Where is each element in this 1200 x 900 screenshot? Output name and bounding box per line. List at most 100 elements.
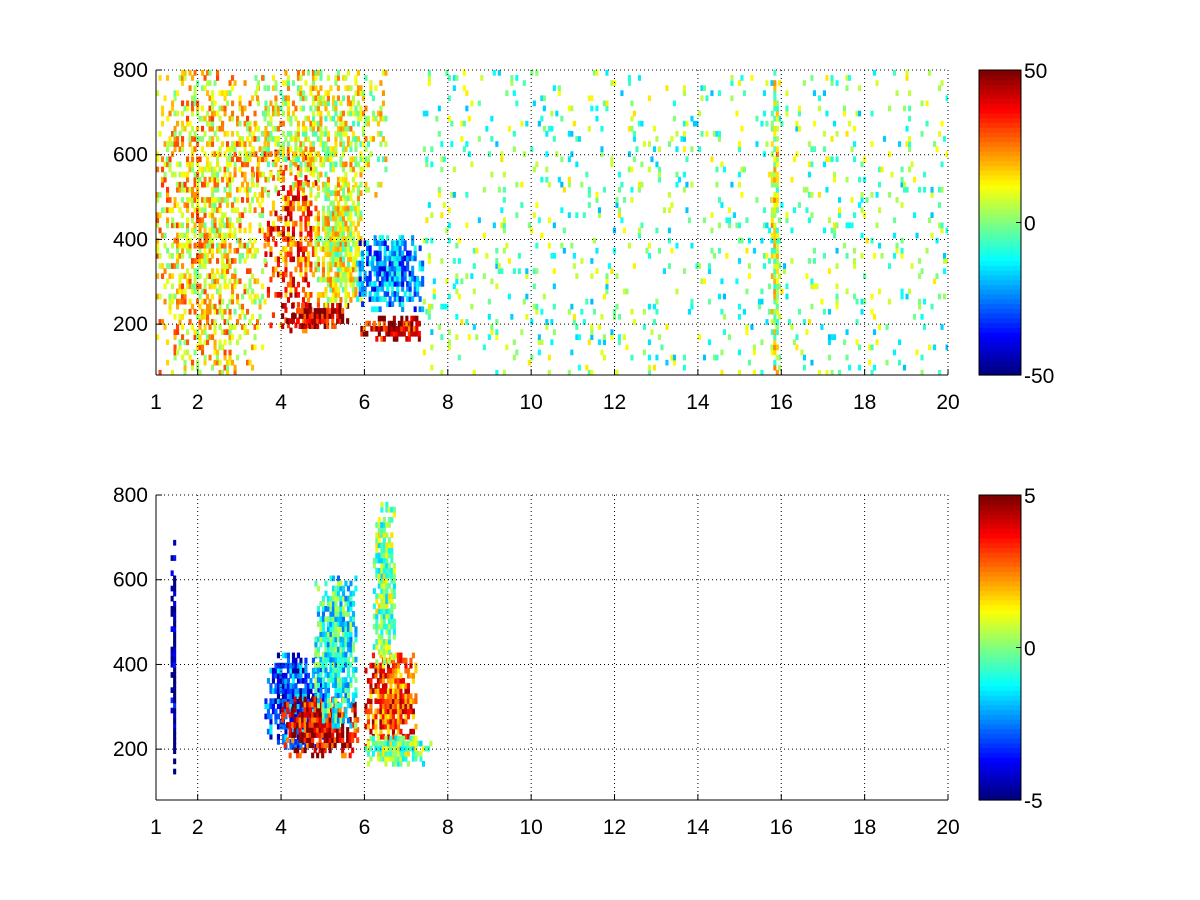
- heatmap-cell: [309, 698, 313, 704]
- heatmap-cell: [425, 217, 429, 224]
- heatmap-cell: [545, 324, 549, 330]
- heatmap-cell: [334, 590, 338, 597]
- heatmap-cell: [388, 265, 392, 272]
- heatmap-cell: [368, 245, 372, 252]
- heatmap-cell: [276, 292, 280, 298]
- heatmap-cell: [236, 247, 240, 254]
- heatmap-cell: [356, 215, 360, 222]
- heatmap-cell: [316, 105, 320, 112]
- heatmap-cell: [525, 268, 529, 274]
- heatmap-cell: [324, 687, 328, 693]
- heatmap-cell: [291, 136, 295, 142]
- heatmap-cell: [286, 318, 290, 324]
- heatmap-cell: [276, 105, 280, 112]
- heatmap-cell: [369, 688, 373, 694]
- heatmap-cell: [465, 319, 469, 325]
- heatmap-cell: [346, 687, 350, 693]
- heatmap-cell: [900, 176, 904, 183]
- heatmap-cell: [388, 260, 392, 267]
- heatmap-cell: [193, 95, 197, 102]
- heatmap-cell: [351, 722, 355, 728]
- heatmap-cell: [294, 136, 298, 142]
- heatmap-cell: [316, 276, 320, 283]
- heatmap-cell: [286, 105, 290, 112]
- heatmap-cell: [607, 263, 611, 269]
- heatmap-cell: [243, 227, 247, 234]
- heatmap-cell: [497, 268, 501, 274]
- heatmap-cell: [291, 652, 295, 659]
- heatmap-cell: [211, 151, 215, 157]
- heatmap-cell: [311, 271, 315, 278]
- heatmap-cell: [900, 202, 904, 208]
- colorbar-step: [979, 341, 1021, 348]
- heatmap-cell: [161, 120, 165, 127]
- heatmap-cell: [281, 652, 285, 659]
- heatmap-cell: [913, 176, 917, 183]
- heatmap-cell: [437, 105, 441, 112]
- heatmap-cell: [424, 745, 428, 752]
- colorbar-step: [979, 313, 1021, 319]
- heatmap-cell: [406, 703, 410, 710]
- heatmap-cell: [381, 265, 385, 272]
- heatmap-cell: [276, 672, 280, 679]
- heatmap-cell: [386, 755, 390, 762]
- heatmap-cell: [299, 161, 303, 168]
- heatmap-cell: [228, 314, 232, 320]
- heatmap-cell: [213, 197, 217, 203]
- heatmap-cell: [390, 618, 394, 625]
- heatmap-cell: [415, 330, 419, 337]
- heatmap-cell: [334, 151, 338, 157]
- heatmap-cell: [269, 698, 273, 704]
- heatmap-cell: [577, 364, 581, 371]
- heatmap-cell: [878, 324, 882, 330]
- heatmap-cell: [380, 315, 384, 322]
- heatmap-cell: [311, 131, 315, 137]
- heatmap-cell: [321, 246, 325, 252]
- heatmap-cell: [316, 236, 320, 242]
- heatmap-cell: [351, 641, 355, 648]
- heatmap-cell: [334, 687, 338, 693]
- heatmap-cell: [264, 176, 268, 183]
- heatmap-cell: [294, 141, 298, 147]
- heatmap-cell: [203, 314, 207, 320]
- heatmap-cell: [404, 688, 408, 694]
- heatmap-cell: [652, 364, 656, 371]
- heatmap-cell: [173, 738, 177, 744]
- heatmap-cell: [369, 703, 373, 710]
- heatmap-cell: [246, 329, 250, 335]
- heatmap-cell: [500, 222, 504, 229]
- heatmap-cell: [284, 200, 288, 207]
- heatmap-cell: [647, 354, 651, 361]
- heatmap-cell: [206, 141, 210, 147]
- heatmap-cell: [319, 110, 323, 117]
- heatmap-cell: [822, 146, 826, 152]
- heatmap-cell: [537, 120, 541, 127]
- heatmap-cell: [600, 151, 604, 157]
- heatmap-cell: [246, 136, 250, 142]
- heatmap-cell: [372, 623, 376, 630]
- heatmap-cell: [308, 711, 312, 718]
- heatmap-cell: [371, 95, 375, 102]
- heatmap-cell: [213, 207, 217, 213]
- heatmap-cell: [398, 250, 402, 257]
- heatmap-cell: [296, 713, 300, 720]
- heatmap-cell: [211, 268, 215, 274]
- heatmap-cell: [339, 210, 343, 217]
- heatmap-cell: [336, 727, 340, 733]
- heatmap-cell: [319, 631, 323, 638]
- heatmap-cell: [377, 527, 381, 533]
- heatmap-cell: [201, 146, 205, 152]
- heatmap-cell: [329, 156, 333, 163]
- heatmap-cell: [383, 281, 387, 287]
- heatmap-cell: [208, 70, 212, 76]
- heatmap-cell: [306, 70, 310, 76]
- heatmap-cell: [379, 718, 383, 725]
- heatmap-cell: [186, 100, 190, 107]
- heatmap-cell: [181, 197, 185, 203]
- heatmap-cell: [727, 207, 731, 213]
- heatmap-cell: [381, 240, 385, 246]
- heatmap-cell: [254, 75, 258, 81]
- heatmap-cell: [284, 246, 288, 252]
- heatmap-cell: [173, 733, 177, 739]
- heatmap-cell: [284, 693, 288, 699]
